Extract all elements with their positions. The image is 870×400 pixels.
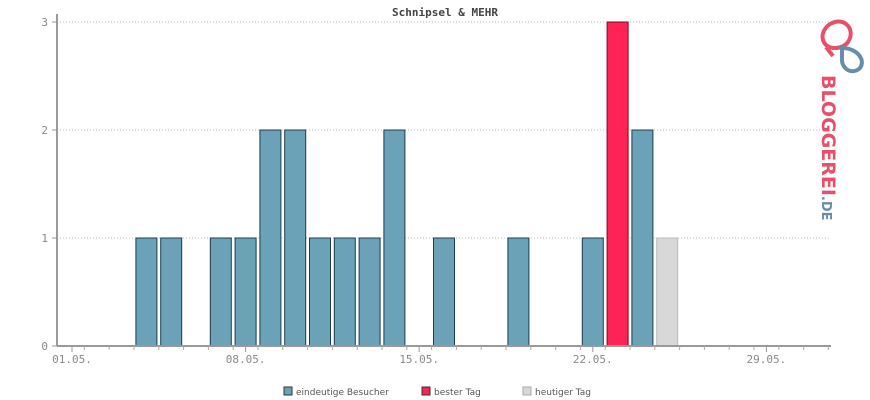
- bar: [383, 129, 406, 347]
- logo-text: BLOGGEREI.DE: [817, 75, 839, 221]
- x-tick-label: 08.05.: [226, 353, 266, 366]
- bloggerei-logo: BLOGGEREI.DE: [817, 19, 864, 221]
- legend-swatch-today: [522, 386, 532, 396]
- x-tick-label: 15.05.: [399, 353, 439, 366]
- bar: [284, 129, 307, 347]
- y-tick-label: 0: [41, 340, 48, 353]
- bar: [135, 237, 158, 347]
- legend: eindeutige Besucher bester Tag heutiger Ta…: [283, 386, 591, 398]
- x-tick-label: 29.05.: [747, 353, 787, 366]
- bars: [135, 21, 679, 347]
- legend-label-best: bester Tag: [434, 388, 481, 398]
- bar: [581, 237, 604, 347]
- bar: [358, 237, 381, 347]
- y-tick-label: 1: [41, 232, 48, 245]
- bar: [333, 237, 356, 347]
- bar: [234, 237, 257, 347]
- axes: 0 1 2 3 01.05. 08.05. 15.05. 22.05. 29.05.: [41, 14, 831, 366]
- bar: [631, 129, 654, 347]
- bar-today: [656, 237, 679, 347]
- y-tick-label: 2: [41, 124, 48, 137]
- gridlines: [57, 21, 831, 239]
- x-tick-label: 01.05.: [52, 353, 92, 366]
- legend-swatch-best: [421, 386, 431, 396]
- legend-swatch-visitors: [283, 386, 293, 396]
- bar-best-day: [606, 21, 629, 347]
- bar: [433, 237, 455, 347]
- legend-label-today: heutiger Tag: [535, 388, 591, 398]
- y-tick-label: 3: [41, 16, 48, 29]
- bar: [160, 237, 183, 347]
- legend-label-visitors: eindeutige Besucher: [296, 388, 389, 398]
- bar: [259, 129, 282, 347]
- bar: [209, 237, 232, 347]
- chart-title: Schnipsel & MEHR: [392, 6, 498, 19]
- x-tick-label: 22.05.: [573, 353, 613, 366]
- bar: [309, 237, 331, 347]
- bar: [507, 237, 530, 347]
- logo-mark-icon: [820, 19, 864, 74]
